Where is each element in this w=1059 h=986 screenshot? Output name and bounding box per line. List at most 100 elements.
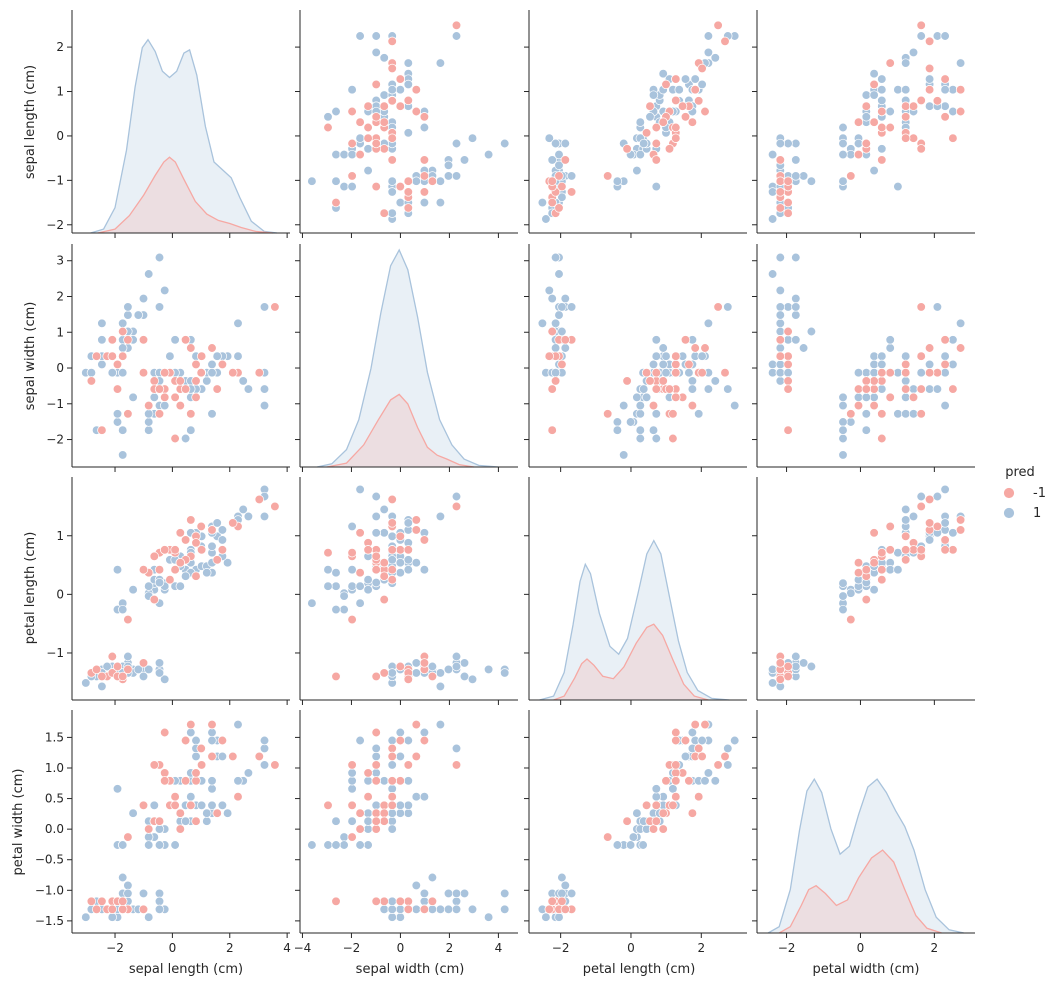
point-pred-1	[411, 558, 421, 568]
point-pred-1	[217, 800, 228, 810]
point-pred-1	[547, 293, 557, 304]
point-pred-1	[901, 515, 911, 525]
point-pred-1	[500, 888, 510, 899]
pairplot-panels: −2 −1 0 1 2 −2 −1 0 1 2 3 −1 0 1 −1.5 −1.0 −0.5 0.0 0.5 1.0…	[35, 10, 975, 955]
point-pred-neg1	[112, 384, 123, 394]
point-pred-1	[154, 668, 165, 678]
point-pred-neg1	[379, 558, 389, 568]
point-pred-neg1	[387, 776, 397, 786]
point-pred-1	[347, 581, 357, 591]
point-pred-neg1	[107, 335, 117, 345]
point-pred-neg1	[869, 79, 879, 90]
point-pred-1	[893, 368, 903, 378]
point-pred-1	[97, 318, 107, 328]
point-pred-neg1	[387, 63, 397, 74]
point-pred-1	[451, 171, 462, 181]
point-pred-neg1	[363, 768, 373, 778]
point-pred-1	[379, 528, 389, 538]
point-pred-neg1	[387, 36, 397, 46]
point-pred-1	[684, 368, 694, 378]
point-pred-neg1	[694, 792, 704, 802]
point-pred-neg1	[916, 409, 926, 419]
point-pred-neg1	[207, 343, 217, 353]
point-pred-neg1	[387, 155, 397, 165]
point-pred-1	[118, 425, 128, 435]
point-pred-1	[186, 425, 196, 435]
point-pred-1	[207, 784, 217, 794]
point-pred-1	[427, 904, 438, 914]
point-pred-1	[658, 359, 668, 370]
point-pred-neg1	[924, 343, 935, 353]
y-tick-label: −1	[46, 397, 64, 411]
point-pred-1	[363, 816, 373, 826]
point-pred-neg1	[645, 376, 655, 386]
point-pred-neg1	[671, 74, 681, 84]
point-pred-1	[387, 896, 397, 906]
point-pred-1	[658, 343, 668, 353]
point-pred-neg1	[395, 101, 405, 111]
point-pred-neg1	[395, 531, 405, 541]
point-pred-1	[697, 735, 707, 746]
point-pred-neg1	[901, 384, 911, 394]
point-pred-neg1	[713, 760, 723, 770]
point-pred-1	[207, 368, 217, 378]
point-pred-1	[180, 433, 191, 444]
point-pred-1	[387, 735, 397, 746]
point-pred-1	[107, 368, 117, 378]
point-pred-1	[259, 760, 270, 770]
point-pred-neg1	[191, 392, 201, 402]
point-pred-neg1	[107, 351, 117, 361]
y-tick-label: 1	[56, 529, 64, 543]
point-pred-neg1	[885, 122, 895, 133]
point-pred-1	[217, 535, 228, 545]
point-pred-neg1	[427, 896, 438, 906]
point-pred-neg1	[940, 112, 950, 122]
point-pred-neg1	[228, 751, 238, 762]
point-pred-neg1	[411, 719, 421, 730]
point-pred-1	[687, 376, 698, 386]
point-pred-neg1	[191, 359, 201, 370]
point-pred-neg1	[175, 400, 185, 411]
point-pred-neg1	[677, 101, 688, 111]
point-pred-1	[775, 368, 785, 378]
point-pred-1	[202, 808, 212, 818]
point-pred-1	[932, 491, 943, 502]
point-pred-neg1	[932, 521, 943, 532]
point-pred-1	[222, 558, 233, 568]
point-pred-neg1	[186, 719, 196, 730]
point-pred-1	[411, 904, 421, 914]
point-pred-neg1	[671, 735, 681, 746]
point-pred-neg1	[138, 368, 149, 378]
point-pred-1	[371, 768, 381, 778]
point-pred-1	[908, 511, 919, 522]
point-pred-neg1	[149, 376, 159, 386]
point-pred-neg1	[940, 74, 950, 84]
point-pred-1	[550, 368, 561, 378]
point-pred-neg1	[651, 122, 661, 133]
point-pred-1	[435, 58, 446, 68]
point-pred-1	[118, 450, 128, 460]
point-pred-neg1	[940, 545, 950, 555]
point-pred-1	[160, 674, 170, 684]
point-pred-1	[783, 302, 793, 312]
point-pred-1	[700, 776, 710, 786]
point-pred-neg1	[149, 551, 159, 561]
y-tick-label: 0.5	[45, 792, 64, 806]
point-pred-neg1	[207, 525, 217, 535]
point-pred-1	[877, 95, 887, 106]
legend: pred -1 1	[1003, 465, 1046, 521]
point-pred-1	[651, 181, 661, 192]
point-pred-1	[775, 318, 785, 328]
y-tick-label: −1	[46, 173, 64, 187]
y-tick-label: 3	[56, 254, 64, 268]
point-pred-neg1	[180, 384, 191, 394]
point-pred-neg1	[233, 792, 243, 802]
point-pred-neg1	[91, 904, 102, 914]
point-pred-neg1	[228, 518, 238, 528]
point-pred-1	[798, 343, 809, 353]
point-pred-1	[112, 417, 123, 427]
point-pred-1	[339, 832, 349, 842]
legend-title: pred	[1005, 465, 1035, 480]
point-pred-1	[544, 133, 554, 143]
point-pred-1	[238, 504, 248, 515]
